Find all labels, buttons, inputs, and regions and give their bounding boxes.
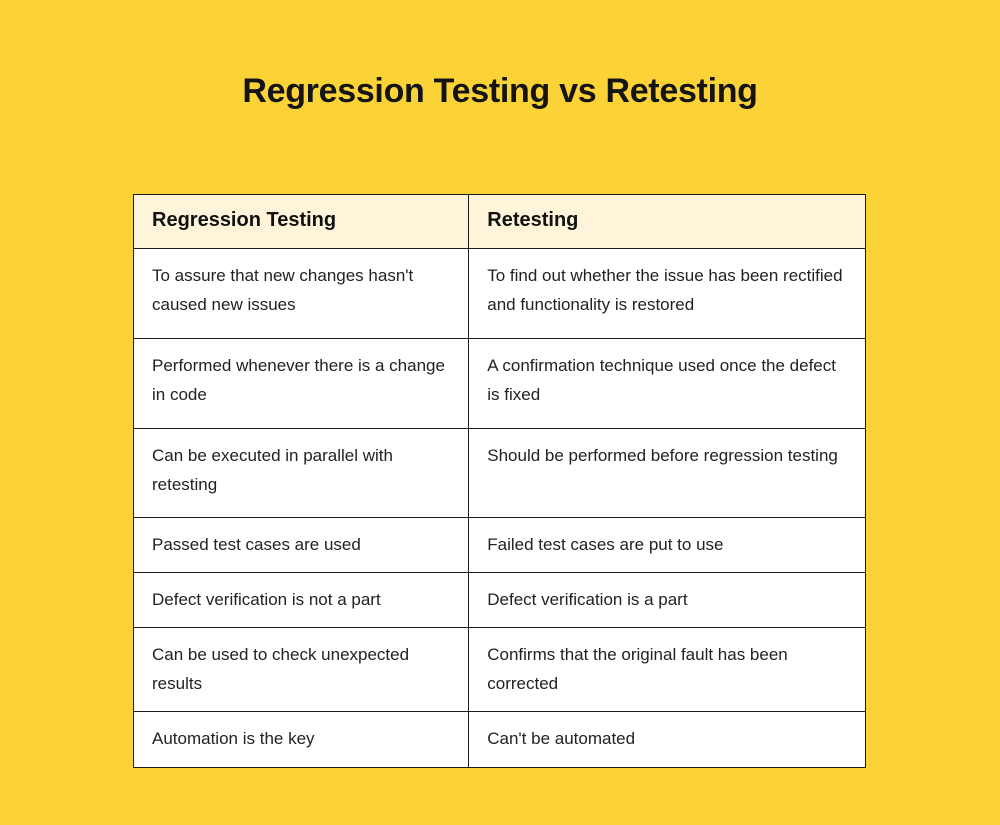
header-row: Regression Testing Retesting bbox=[132, 194, 866, 249]
table-row: Can be executed in parallel with retesti… bbox=[132, 428, 866, 518]
column-header-regression-testing: Regression Testing bbox=[132, 194, 470, 249]
cell-regression-testing: Can be used to check unexpected results bbox=[132, 627, 470, 712]
cell-regression-testing: Passed test cases are used bbox=[132, 517, 470, 573]
cell-retesting: Defect verification is a part bbox=[468, 572, 866, 628]
column-header-retesting: Retesting bbox=[468, 194, 866, 249]
table-row: Automation is the key Can't be automated bbox=[132, 711, 866, 768]
cell-regression-testing: Performed whenever there is a change in … bbox=[132, 338, 470, 429]
table-row: To assure that new changes hasn't caused… bbox=[132, 248, 866, 339]
comparison-table: Regression Testing Retesting To assure t… bbox=[132, 194, 866, 768]
table-row: Performed whenever there is a change in … bbox=[132, 338, 866, 429]
cell-regression-testing: Can be executed in parallel with retesti… bbox=[132, 428, 470, 518]
cell-retesting: A confirmation technique used once the d… bbox=[468, 338, 866, 429]
table-row: Can be used to check unexpected results … bbox=[132, 627, 866, 712]
table-row: Defect verification is not a part Defect… bbox=[132, 572, 866, 628]
comparison-table-container: Regression Testing Retesting To assure t… bbox=[132, 194, 866, 768]
cell-retesting: Can't be automated bbox=[468, 711, 866, 768]
cell-regression-testing: To assure that new changes hasn't caused… bbox=[132, 248, 470, 339]
cell-retesting: Should be performed before regression te… bbox=[468, 428, 866, 518]
cell-regression-testing: Automation is the key bbox=[132, 711, 470, 768]
cell-retesting: To find out whether the issue has been r… bbox=[468, 248, 866, 339]
table-row: Passed test cases are used Failed test c… bbox=[132, 517, 866, 573]
cell-retesting: Confirms that the original fault has bee… bbox=[468, 627, 866, 712]
cell-regression-testing: Defect verification is not a part bbox=[132, 572, 470, 628]
cell-retesting: Failed test cases are put to use bbox=[468, 517, 866, 573]
page-title: Regression Testing vs Retesting bbox=[242, 72, 758, 110]
